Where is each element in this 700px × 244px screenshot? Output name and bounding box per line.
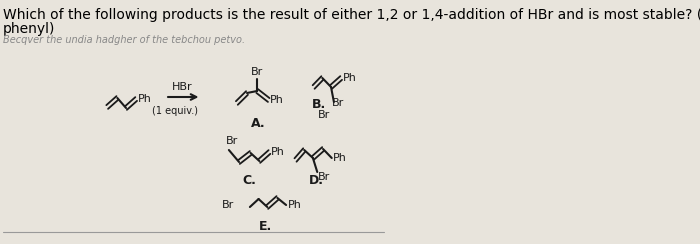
Text: Br: Br bbox=[226, 136, 238, 146]
Text: Br: Br bbox=[318, 172, 330, 182]
Text: HBr: HBr bbox=[172, 82, 192, 92]
Text: Ph: Ph bbox=[333, 153, 347, 163]
Text: phenyl): phenyl) bbox=[3, 22, 55, 36]
Text: (1 equiv.): (1 equiv.) bbox=[153, 106, 198, 116]
Text: Ph: Ph bbox=[342, 73, 356, 83]
Text: Ph: Ph bbox=[288, 200, 302, 210]
Text: Ph: Ph bbox=[138, 94, 151, 104]
Text: Br: Br bbox=[222, 200, 234, 210]
Text: A.: A. bbox=[251, 117, 266, 130]
Text: Br: Br bbox=[251, 67, 263, 77]
Text: Ph: Ph bbox=[270, 95, 284, 105]
Text: C.: C. bbox=[242, 174, 256, 187]
Text: D.: D. bbox=[309, 174, 323, 187]
Text: Br: Br bbox=[332, 98, 344, 108]
Text: B.: B. bbox=[312, 98, 326, 111]
Text: Br: Br bbox=[318, 110, 330, 120]
Text: Becqver the undia hadgher of the tebchou petvo.: Becqver the undia hadgher of the tebchou… bbox=[3, 35, 245, 45]
Text: E.: E. bbox=[258, 220, 272, 233]
Text: Which of the following products is the result of either 1,2 or 1,4-addition of H: Which of the following products is the r… bbox=[3, 8, 700, 22]
Text: Ph: Ph bbox=[271, 147, 285, 157]
